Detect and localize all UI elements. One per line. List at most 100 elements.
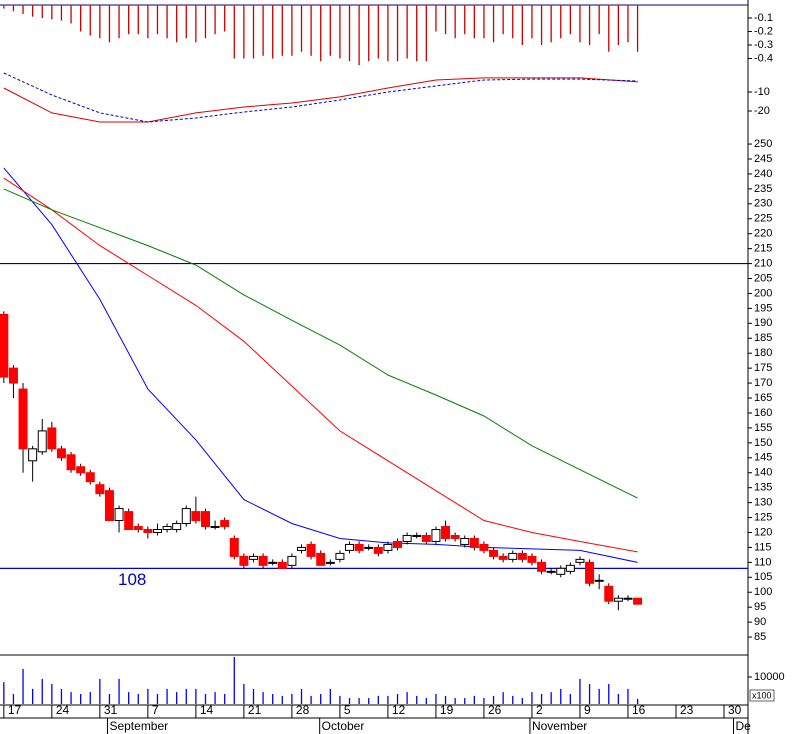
candle-body <box>354 543 364 551</box>
x-tick-label: 14 <box>200 703 214 717</box>
candle-body <box>8 367 18 384</box>
y-tick-label: 220 <box>754 228 772 240</box>
candle-body <box>124 511 134 531</box>
candle-body <box>316 552 326 566</box>
candle-body <box>565 564 575 572</box>
candle-body <box>76 466 86 474</box>
candle-body <box>479 543 489 551</box>
macd-line <box>3 72 638 123</box>
x-tick-label: 23 <box>680 703 694 717</box>
y-tick-label: 120 <box>754 526 772 538</box>
candle-body <box>229 537 239 557</box>
y-tick-label: 205 <box>754 272 772 284</box>
y-tick-label: 10000 <box>754 671 785 683</box>
x-tick-label: 26 <box>488 703 502 717</box>
candle-body <box>393 540 403 548</box>
month-label: De <box>736 719 752 733</box>
y-tick-label: 160 <box>754 407 772 419</box>
x-tick-label: 30 <box>728 703 742 717</box>
candle-body <box>114 508 124 522</box>
candle-body <box>287 555 297 566</box>
y-tick-label: 140 <box>754 467 772 479</box>
candle-body <box>633 597 643 605</box>
candle-body <box>172 523 182 531</box>
y-tick-label: 235 <box>754 183 772 195</box>
candle-body <box>191 511 201 522</box>
candle-body <box>537 561 547 572</box>
candle-body <box>594 579 604 582</box>
x-tick-label: 31 <box>104 703 118 717</box>
y-tick-label: 150 <box>754 437 772 449</box>
y-tick-label: -0.3 <box>754 39 773 51</box>
candle-body <box>402 534 412 542</box>
y-tick-label: 250 <box>754 138 772 150</box>
candle-body <box>239 555 249 566</box>
y-tick-label: 190 <box>754 317 772 329</box>
candle-body <box>277 561 287 569</box>
candle-body <box>220 520 230 528</box>
month-label: October <box>322 719 365 733</box>
candle-body <box>95 484 105 495</box>
y-tick-label: -0.2 <box>754 25 773 37</box>
y-tick-label: 130 <box>754 497 772 509</box>
candle-body <box>268 561 278 564</box>
x-tick-label: 21 <box>248 703 262 717</box>
moving-average <box>3 188 638 499</box>
candle-body <box>200 511 210 528</box>
x-tick-label: 17 <box>8 703 22 717</box>
y-tick-label: 225 <box>754 213 772 225</box>
candle-body <box>335 552 345 560</box>
y-tick-label: 125 <box>754 511 772 523</box>
line-label: 108 <box>118 570 146 589</box>
candle-body <box>297 546 307 551</box>
month-label: November <box>532 719 587 733</box>
candle-body <box>248 555 258 560</box>
candle-body <box>66 454 76 471</box>
candle-body <box>104 490 114 522</box>
y-tick-label: 230 <box>754 198 772 210</box>
x-tick-label: 24 <box>56 703 70 717</box>
y-tick-label: 145 <box>754 452 772 464</box>
y-tick-label: 100 <box>754 586 772 598</box>
y-tick-label: 135 <box>754 482 772 494</box>
month-label: September <box>109 719 168 733</box>
candle-body <box>383 543 393 551</box>
candle-body <box>345 543 355 551</box>
candle-body <box>556 567 566 575</box>
candle-body <box>152 529 162 533</box>
candle-body <box>546 570 556 573</box>
y-tick-label: 245 <box>754 153 772 165</box>
candle-body <box>85 472 95 483</box>
unit-box <box>749 689 775 702</box>
y-tick-label: 110 <box>754 556 772 568</box>
y-tick-label: 165 <box>754 392 772 404</box>
candle-body <box>133 526 143 531</box>
candle-body <box>56 448 66 459</box>
y-tick-label: 90 <box>754 616 766 628</box>
unit-label: x100 <box>752 690 772 700</box>
candle-body <box>162 526 172 531</box>
candle-body <box>181 508 191 525</box>
y-tick-label: 185 <box>754 332 772 344</box>
candle-body <box>517 552 527 560</box>
y-tick-label: 105 <box>754 571 772 583</box>
candle-body <box>0 313 9 378</box>
candle-body <box>325 561 335 564</box>
macd-line <box>3 77 638 123</box>
x-tick-label: 5 <box>344 703 351 717</box>
y-tick-label: 200 <box>754 287 772 299</box>
candle-body <box>37 430 47 453</box>
candle-body <box>613 597 623 602</box>
candle-body <box>412 534 422 537</box>
candle-body <box>28 448 38 462</box>
candle-body <box>527 555 537 563</box>
candle-body <box>623 597 633 600</box>
y-tick-label: 115 <box>754 541 772 553</box>
candle-body <box>450 534 460 539</box>
y-tick-label: 240 <box>754 168 772 180</box>
x-tick-label: 19 <box>440 703 454 717</box>
candle-body <box>460 537 470 545</box>
candle-body <box>143 529 153 533</box>
moving-average <box>3 167 638 563</box>
